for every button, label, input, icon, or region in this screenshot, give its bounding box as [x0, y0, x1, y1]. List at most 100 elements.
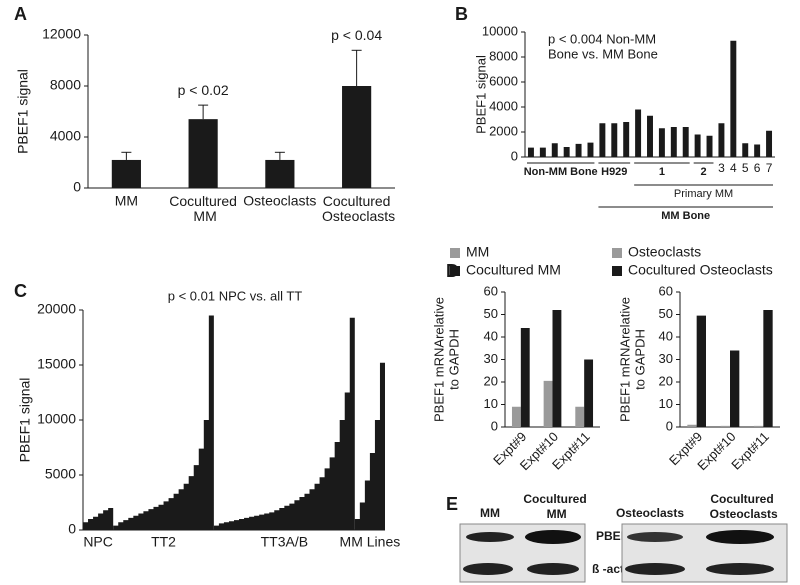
bar — [635, 109, 642, 157]
y-axis-label: PBEF1 mRNArelative — [617, 297, 632, 422]
x-tick-label: 7 — [766, 161, 773, 175]
group-label: MM Bone — [661, 210, 710, 222]
y-tick-label: 20 — [484, 373, 498, 388]
group-label: H929 — [601, 166, 627, 178]
lane-label: Cocultured MM — [523, 492, 586, 521]
band — [706, 563, 774, 575]
x-tick-label: Osteoclasts — [243, 193, 316, 209]
y-axis-label: PBEF1 signal — [15, 69, 31, 154]
y-tick-label: 0 — [73, 179, 81, 195]
legend-swatch — [612, 266, 622, 276]
y-axis-label: PBEF1 mRNArelative — [431, 297, 446, 422]
bar — [706, 135, 713, 157]
y-tick-label: 10000 — [37, 411, 76, 427]
lane-label: Cocultured Osteoclasts — [706, 492, 778, 521]
panel-letter: C — [14, 281, 27, 301]
y-tick-label: 0 — [666, 418, 673, 433]
y-tick-label: 12000 — [42, 26, 81, 42]
bar — [742, 143, 749, 157]
bar — [754, 144, 761, 157]
legend-label: Cocultured MM — [466, 262, 561, 278]
bar — [687, 424, 697, 427]
bar — [563, 147, 570, 157]
legend-swatch — [612, 248, 622, 258]
y-axis-label: to GAPDH — [446, 329, 461, 390]
bar — [539, 147, 546, 157]
group-label: 1 — [659, 166, 665, 178]
y-tick-label: 6000 — [489, 73, 518, 88]
group-label: Non-MM Bone — [524, 166, 598, 178]
bar — [766, 130, 773, 157]
bar — [611, 123, 618, 157]
bar — [682, 127, 689, 157]
x-tick-label: 4 — [730, 161, 737, 175]
y-tick-label: 60 — [659, 283, 673, 298]
bar — [730, 350, 740, 427]
bar — [763, 310, 773, 427]
y-tick-label: 8000 — [50, 77, 81, 93]
band — [706, 530, 774, 544]
bar — [575, 406, 585, 427]
x-tick-label: MM — [115, 193, 138, 209]
area — [354, 362, 385, 530]
y-axis-label: PBEF1 signal — [473, 55, 488, 134]
bar — [342, 86, 372, 188]
band — [463, 563, 513, 575]
panel-letter: B — [455, 4, 468, 24]
annotation: p < 0.04 — [331, 27, 382, 43]
band — [466, 532, 514, 542]
bar — [696, 315, 706, 427]
bar — [658, 128, 665, 157]
x-tick-label: NPC — [83, 534, 113, 550]
x-tick-label: MM Lines — [340, 534, 401, 550]
y-axis-label: PBEF1 signal — [17, 378, 33, 463]
bar — [587, 142, 594, 157]
bar — [754, 425, 764, 427]
y-tick-label: 50 — [484, 306, 498, 321]
band — [525, 530, 581, 544]
y-tick-label: 0 — [491, 418, 498, 433]
y-tick-label: 40 — [484, 328, 498, 343]
y-tick-label: 4000 — [50, 128, 81, 144]
bar — [730, 40, 737, 157]
area — [213, 317, 355, 530]
blot-panel: E MM Cocultured MM Osteoclasts Coculture… — [446, 492, 788, 583]
y-tick-label: 40 — [659, 328, 673, 343]
x-tick-label: Cocultured MM — [169, 193, 237, 224]
row-label: PBEF — [596, 529, 628, 543]
y-tick-label: 30 — [659, 351, 673, 366]
band — [527, 563, 579, 575]
x-tick-label: 6 — [754, 161, 761, 175]
y-axis-label: to GAPDH — [632, 329, 647, 390]
y-tick-label: 15000 — [37, 356, 76, 372]
annotation: p < 0.004 Non-MM — [548, 31, 656, 46]
band — [625, 563, 685, 575]
bar — [527, 147, 534, 157]
y-tick-label: 4000 — [489, 98, 518, 113]
bar — [188, 119, 218, 188]
y-tick-label: 2000 — [489, 123, 518, 138]
panel-letter: A — [14, 4, 27, 24]
y-tick-label: 8000 — [489, 48, 518, 63]
group-label: 2 — [701, 166, 707, 178]
bar — [552, 310, 562, 427]
bar — [599, 123, 606, 157]
y-tick-label: 20 — [659, 373, 673, 388]
bar — [647, 115, 653, 157]
bar — [720, 425, 730, 427]
area — [83, 508, 114, 530]
y-tick-label: 60 — [484, 283, 498, 298]
y-tick-label: 0 — [511, 148, 518, 163]
x-tick-label: Expt#11 — [728, 429, 772, 473]
x-tick-label: TT2 — [151, 534, 176, 550]
legend-label: MM — [466, 244, 489, 260]
y-tick-label: 20000 — [37, 301, 76, 317]
bar — [623, 122, 630, 157]
bar — [718, 123, 725, 157]
area — [113, 315, 214, 530]
bar — [694, 134, 701, 157]
group-label: Primary MM — [674, 188, 733, 200]
bar — [575, 143, 582, 157]
bar — [543, 380, 553, 427]
